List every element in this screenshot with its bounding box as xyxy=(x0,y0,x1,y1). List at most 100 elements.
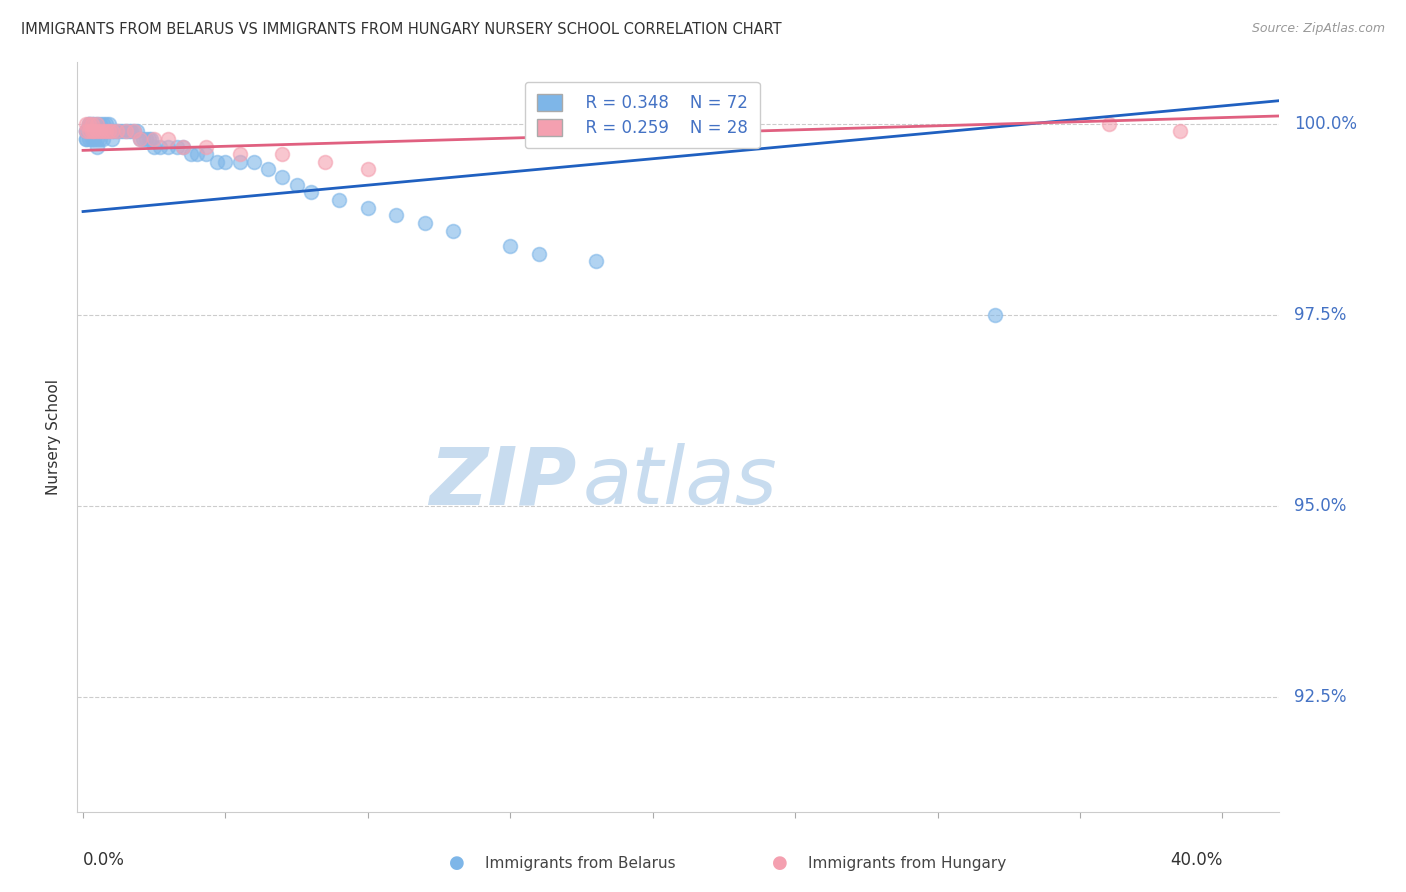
Point xyxy=(83,124,105,138)
Point xyxy=(143,139,166,153)
Point xyxy=(328,193,350,207)
Point xyxy=(80,117,103,131)
Point xyxy=(105,124,128,138)
Legend:   R = 0.348    N = 72,   R = 0.259    N = 28: R = 0.348 N = 72, R = 0.259 N = 28 xyxy=(524,82,759,148)
Point xyxy=(124,124,146,138)
Point xyxy=(100,124,122,138)
Text: atlas: atlas xyxy=(582,443,778,521)
Point xyxy=(89,124,111,138)
Point xyxy=(385,208,408,222)
Point xyxy=(357,162,380,177)
Point xyxy=(77,117,100,131)
Point xyxy=(314,154,336,169)
Point xyxy=(83,124,105,138)
Point xyxy=(124,124,146,138)
Point xyxy=(77,132,100,146)
Point xyxy=(141,132,163,146)
Point xyxy=(527,246,550,260)
Point xyxy=(83,132,105,146)
Point xyxy=(129,132,152,146)
Point xyxy=(97,117,120,131)
Point xyxy=(214,154,236,169)
Point xyxy=(172,139,194,153)
Point xyxy=(228,154,250,169)
Point xyxy=(108,124,131,138)
Point xyxy=(271,147,294,161)
Point xyxy=(413,216,436,230)
Point xyxy=(157,139,180,153)
Point xyxy=(983,308,1005,322)
Point xyxy=(194,147,217,161)
Point xyxy=(157,132,180,146)
Point xyxy=(127,124,149,138)
Point xyxy=(91,124,114,138)
Point xyxy=(80,117,103,131)
Point xyxy=(357,201,380,215)
Point xyxy=(143,132,166,146)
Point xyxy=(75,117,97,131)
Y-axis label: Nursery School: Nursery School xyxy=(46,379,62,495)
Point xyxy=(80,124,103,138)
Text: ZIP: ZIP xyxy=(429,443,576,521)
Point xyxy=(114,124,136,138)
Point xyxy=(77,124,100,138)
Point xyxy=(89,132,111,146)
Point xyxy=(135,132,157,146)
Point xyxy=(194,139,217,153)
Text: Immigrants from Hungary: Immigrants from Hungary xyxy=(808,856,1007,871)
Text: 100.0%: 100.0% xyxy=(1294,114,1357,133)
Point xyxy=(83,117,105,131)
Text: IMMIGRANTS FROM BELARUS VS IMMIGRANTS FROM HUNGARY NURSERY SCHOOL CORRELATION CH: IMMIGRANTS FROM BELARUS VS IMMIGRANTS FR… xyxy=(21,22,782,37)
Point xyxy=(86,117,108,131)
Point xyxy=(86,124,108,138)
Text: ●: ● xyxy=(449,855,465,872)
Point xyxy=(103,124,125,138)
Point xyxy=(77,117,100,131)
Point xyxy=(172,139,194,153)
Point xyxy=(441,224,464,238)
Point xyxy=(83,124,105,138)
Point xyxy=(186,147,208,161)
Point xyxy=(80,124,103,138)
Point xyxy=(120,124,142,138)
Point xyxy=(180,147,202,161)
Point xyxy=(91,124,114,138)
Point xyxy=(91,132,114,146)
Point xyxy=(100,124,122,138)
Point xyxy=(129,132,152,146)
Point xyxy=(86,117,108,131)
Point xyxy=(149,139,172,153)
Point xyxy=(89,117,111,131)
Point xyxy=(100,132,122,146)
Point xyxy=(75,132,97,146)
Point xyxy=(271,170,294,185)
Point xyxy=(114,124,136,138)
Point xyxy=(80,132,103,146)
Point xyxy=(243,154,266,169)
Point xyxy=(132,132,155,146)
Point xyxy=(94,124,117,138)
Point xyxy=(1168,124,1191,138)
Point xyxy=(228,147,250,161)
Point xyxy=(86,139,108,153)
Point xyxy=(77,124,100,138)
Point xyxy=(257,162,280,177)
Point xyxy=(117,124,139,138)
Text: Source: ZipAtlas.com: Source: ZipAtlas.com xyxy=(1251,22,1385,36)
Text: 95.0%: 95.0% xyxy=(1294,497,1347,515)
Point xyxy=(299,186,322,200)
Point xyxy=(80,124,103,138)
Point xyxy=(205,154,228,169)
Point xyxy=(166,139,188,153)
Point xyxy=(105,124,128,138)
Point xyxy=(75,124,97,138)
Point xyxy=(86,132,108,146)
Point xyxy=(285,178,308,192)
Point xyxy=(94,117,117,131)
Text: 92.5%: 92.5% xyxy=(1294,688,1347,706)
Point xyxy=(77,124,100,138)
Text: 40.0%: 40.0% xyxy=(1170,851,1222,869)
Text: Immigrants from Belarus: Immigrants from Belarus xyxy=(485,856,676,871)
Text: 97.5%: 97.5% xyxy=(1294,306,1347,324)
Point xyxy=(77,117,100,131)
